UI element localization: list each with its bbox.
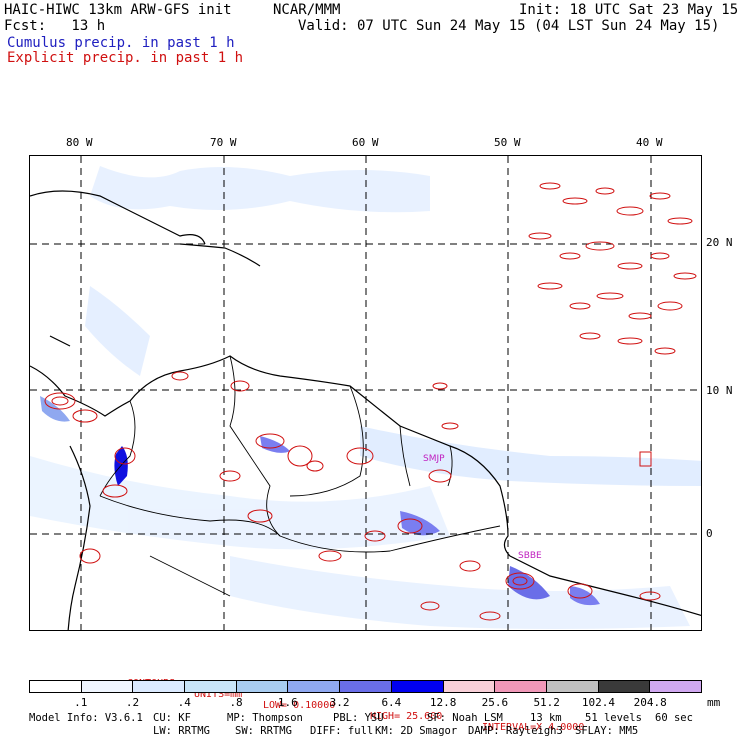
station-markers: SMJP SBBE: [423, 454, 542, 561]
footer-item: PBL: YSU: [333, 712, 384, 724]
colorbar-swatch: [185, 681, 237, 692]
footer-item: SF: Noah LSM: [427, 712, 503, 724]
footer-item: DIFF: full: [310, 725, 374, 737]
colorbar-swatch: [546, 681, 599, 692]
cumulus-legend: Cumulus precip. in past 1 h: [7, 35, 235, 51]
colorbar-tick-label: .1: [74, 696, 88, 709]
footer-item: SW: RRTMG: [235, 725, 292, 737]
colorbar-swatch: [340, 681, 392, 692]
lat-label-10n: 10 N: [706, 384, 733, 397]
colorbar-tick-label: 25.6: [481, 696, 509, 709]
footer-item: LW: RRTMG: [153, 725, 210, 737]
colorbar-swatch: [650, 681, 701, 692]
valid-time: Valid: 07 UTC Sun 24 May 15 (04 LST Sun …: [298, 18, 720, 34]
colorbar-swatch: [133, 681, 186, 692]
lon-label-40w: 40 W: [636, 136, 663, 149]
lon-label-50w: 50 W: [494, 136, 521, 149]
contours-interval: INTERVAL=X 4.0000: [482, 722, 585, 733]
lon-label-60w: 60 W: [352, 136, 379, 149]
org-label: NCAR/MMM: [273, 2, 341, 18]
footer-item: CU: KF: [153, 712, 191, 724]
footer-item: SFLAY: MM5: [575, 725, 639, 737]
footer-item: 51 levels: [585, 712, 642, 724]
colorbar-swatch: [598, 681, 651, 692]
colorbar-swatch: [495, 681, 547, 692]
lon-label-80w: 80 W: [66, 136, 93, 149]
footer-item: 60 sec: [655, 712, 693, 724]
lat-label-20n: 20 N: [706, 236, 733, 249]
model-title: HAIC-HIWC 13km ARW-GFS init: [4, 2, 232, 18]
colorbar-tick-label: 6.4: [381, 696, 402, 709]
colorbar-swatch: [236, 681, 289, 692]
footer-item: Model Info: V3.6.1: [29, 712, 143, 724]
colorbar-tick-label: .4: [177, 696, 191, 709]
explicit-precip-contours: [44, 182, 697, 621]
colorbar-tick-label: 1.6: [277, 696, 298, 709]
station-sbbe: SBBE: [518, 551, 542, 561]
footer-item: 13 km: [530, 712, 562, 724]
map-canvas: SMJP SBBE: [30, 156, 701, 630]
colorbar-swatch: [443, 681, 496, 692]
init-time: Init: 18 UTC Sat 23 May 15: [519, 2, 739, 18]
lat-label-0: 0: [706, 527, 713, 540]
contours-units: UNITS=mm: [194, 689, 243, 700]
station-smjp: SMJP: [423, 454, 445, 464]
footer-item: MP: Thompson: [227, 712, 303, 724]
colorbar-swatch: [81, 681, 134, 692]
colorbar-swatch: [288, 681, 341, 692]
forecast-hour: Fcst: 13 h: [4, 18, 106, 34]
colorbar-tick-label: .8: [229, 696, 243, 709]
colorbar-unit: mm: [707, 696, 721, 709]
colorbar-tick-label: 204.8: [633, 696, 667, 709]
explicit-legend: Explicit precip. in past 1 h: [7, 50, 244, 66]
colorbar-swatch: [30, 681, 82, 692]
graticule: [30, 156, 701, 630]
colorbar-tick-label: 51.2: [533, 696, 560, 709]
colorbar-tick-label: 102.4: [581, 696, 616, 709]
precip-map: SMJP SBBE: [29, 155, 702, 631]
colorbar-swatch: [391, 681, 444, 692]
colorbar-tick-label: .2: [125, 696, 140, 709]
footer-item: DAMP: Rayleigh3: [468, 725, 563, 737]
colorbar-tick-label: 3.2: [329, 696, 350, 709]
borders: [99, 355, 501, 597]
colorbar-tick-label: 12.8: [429, 696, 457, 709]
contours-high: HIGH= 25.600: [370, 711, 443, 722]
footer-item: KM: 2D Smagor: [375, 725, 458, 737]
lon-label-70w: 70 W: [210, 136, 237, 149]
contours-low: LOW= 0.10000: [263, 700, 336, 711]
colorbar: [29, 680, 702, 693]
